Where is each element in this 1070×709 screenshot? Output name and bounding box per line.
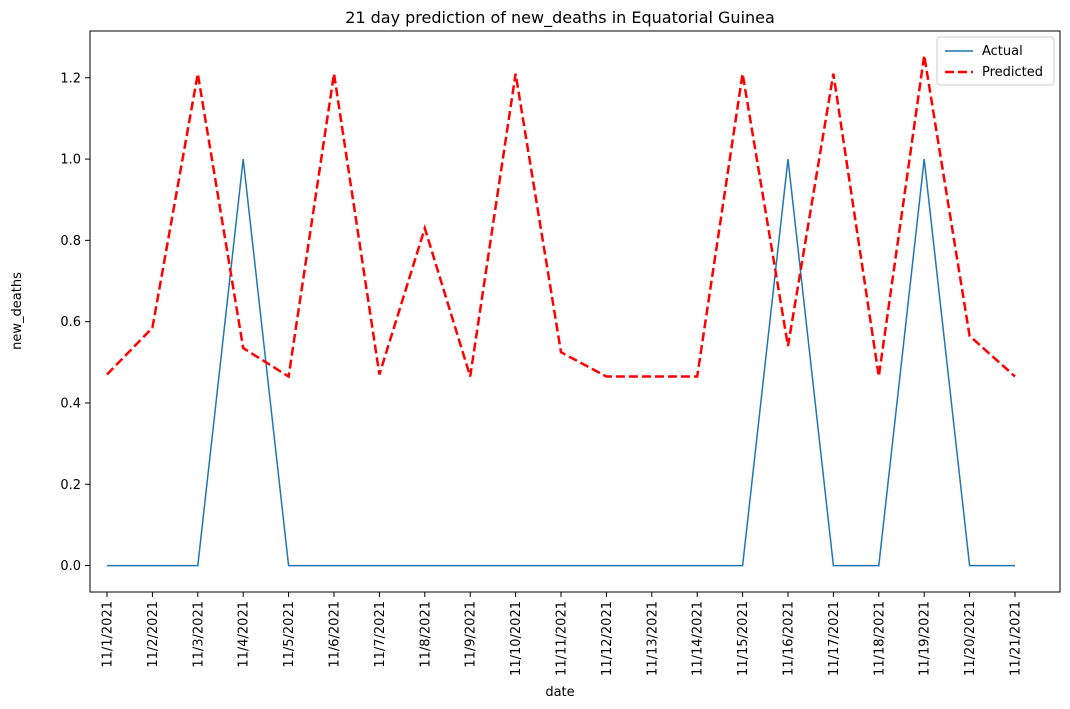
x-axis: 11/1/2021 11/2/2021 11/3/2021 11/4/2021 11/5… bbox=[101, 592, 1024, 676]
x-tick-label: 11/2/2021 bbox=[146, 601, 161, 668]
y-axis: 0.0 0.2 0.4 0.6 0.8 1.0 1.2 bbox=[60, 71, 90, 574]
series-layer bbox=[106, 55, 1016, 567]
x-tick-label: 11/3/2021 bbox=[191, 601, 206, 668]
x-tick-label: 11/9/2021 bbox=[464, 601, 479, 668]
x-tick-label: 11/15/2021 bbox=[736, 601, 751, 676]
x-tick-label: 11/21/2021 bbox=[1009, 601, 1024, 676]
x-axis-label: date bbox=[545, 685, 574, 700]
y-tick-label: 0.2 bbox=[60, 478, 81, 493]
series-line-actual bbox=[107, 159, 1015, 567]
x-tick-label: 11/7/2021 bbox=[373, 601, 388, 668]
x-tick-label: 11/18/2021 bbox=[872, 601, 887, 676]
y-tick-label: 0.0 bbox=[60, 559, 81, 574]
x-tick-label: 11/8/2021 bbox=[418, 601, 433, 668]
legend-label-predicted: Predicted bbox=[982, 65, 1043, 80]
y-tick-label: 0.8 bbox=[60, 234, 81, 249]
y-tick-label: 1.2 bbox=[60, 71, 81, 86]
y-axis-label: new_deaths bbox=[10, 272, 25, 350]
legend-label-actual: Actual bbox=[982, 44, 1023, 59]
x-tick-label: 11/20/2021 bbox=[963, 601, 978, 676]
x-tick-label: 11/16/2021 bbox=[782, 601, 797, 676]
x-tick-label: 11/17/2021 bbox=[827, 601, 842, 676]
plot-area bbox=[89, 30, 1061, 593]
x-tick-label: 11/6/2021 bbox=[328, 601, 343, 668]
x-tick-label: 11/11/2021 bbox=[555, 601, 570, 676]
x-tick-label: 11/10/2021 bbox=[509, 601, 524, 676]
x-tick-label: 11/4/2021 bbox=[237, 601, 252, 668]
y-tick-label: 0.4 bbox=[60, 396, 81, 411]
y-tick-label: 0.6 bbox=[60, 315, 81, 330]
x-tick-label: 11/14/2021 bbox=[691, 601, 706, 676]
x-tick-label: 11/12/2021 bbox=[600, 601, 615, 676]
x-tick-label: 11/5/2021 bbox=[282, 601, 297, 668]
chart-title: 21 day prediction of new_deaths in Equat… bbox=[345, 8, 775, 28]
x-tick-label: 11/1/2021 bbox=[101, 601, 116, 668]
y-tick-label: 1.0 bbox=[60, 153, 81, 168]
legend: Actual Predicted bbox=[936, 36, 1055, 86]
series-line-predicted bbox=[106, 55, 1016, 379]
x-tick-label: 11/19/2021 bbox=[918, 601, 933, 676]
x-tick-label: 11/13/2021 bbox=[645, 601, 660, 676]
